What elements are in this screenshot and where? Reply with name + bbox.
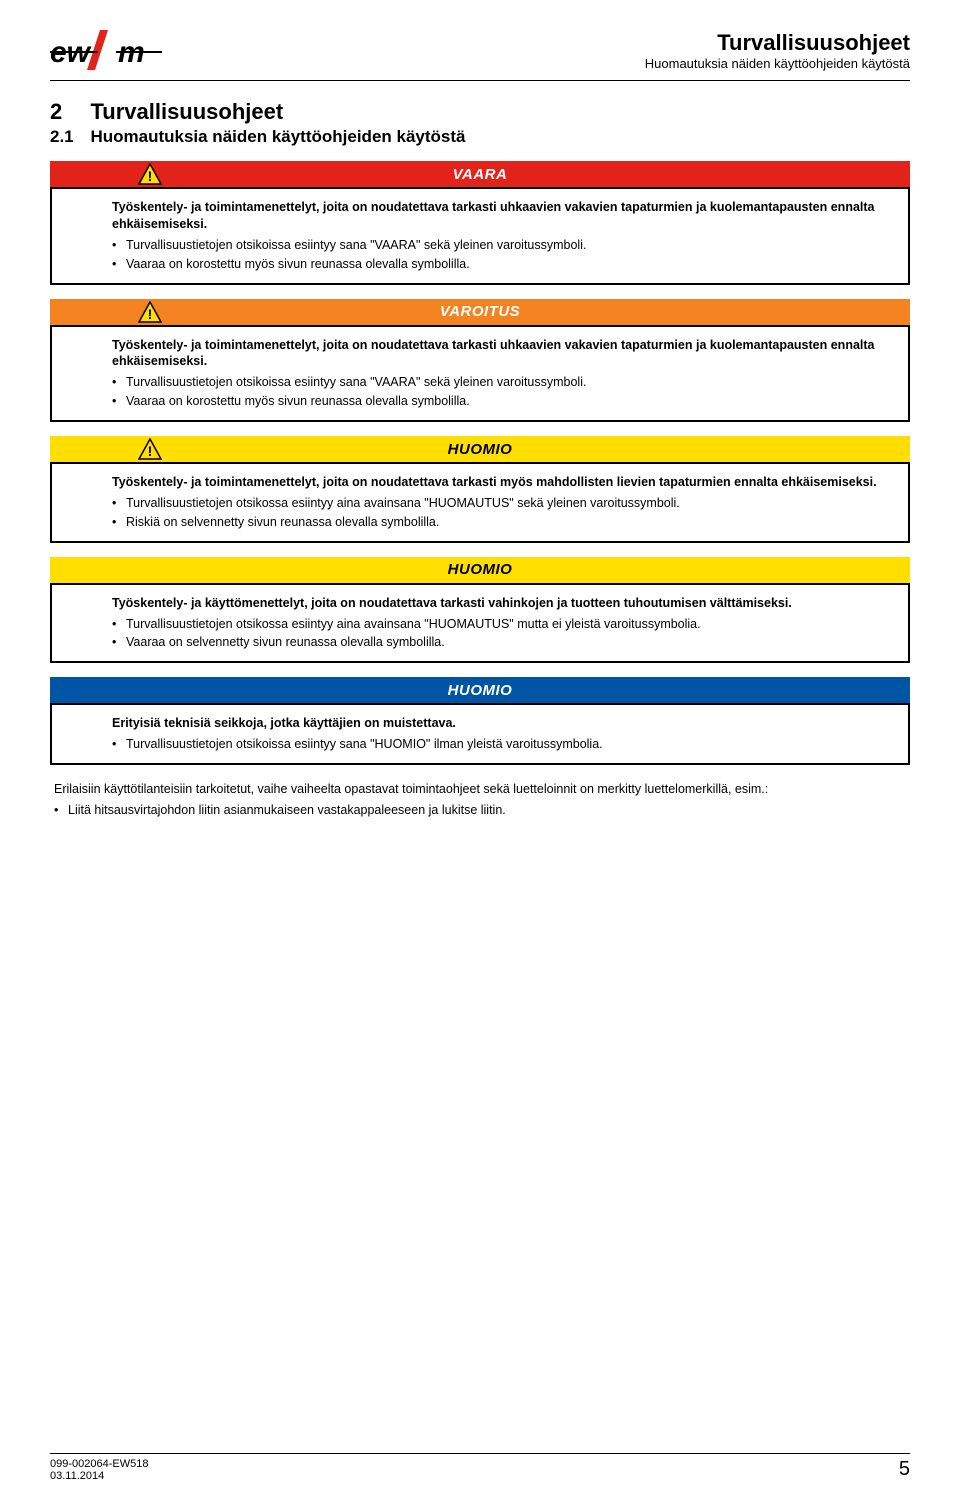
header-title: Turvallisuusohjeet	[645, 30, 910, 56]
warning-item: Vaaraa on korostettu myös sivun reunassa…	[112, 393, 894, 410]
caution-box: ! HUOMIO Työskentely- ja toimintamenette…	[50, 436, 910, 543]
notice-lead: Työskentely- ja käyttömenettelyt, joita …	[112, 595, 894, 612]
info-body: Erityisiä teknisiä seikkoja, jotka käytt…	[52, 705, 908, 763]
info-bar: HUOMIO	[50, 677, 910, 703]
svg-text:!: !	[148, 168, 153, 184]
danger-item: Vaaraa on korostettu myös sivun reunassa…	[112, 256, 894, 273]
info-label: HUOMIO	[448, 682, 513, 699]
caution-item: Riskiä on selvennetty sivun reunassa ole…	[112, 514, 894, 531]
notice-body: Työskentely- ja käyttömenettelyt, joita …	[52, 585, 908, 662]
svg-text:!: !	[148, 306, 153, 322]
danger-body: Työskentely- ja toimintamenettelyt, joit…	[52, 189, 908, 283]
caution-body: Työskentely- ja toimintamenettelyt, joit…	[52, 464, 908, 541]
section-number: 2	[50, 99, 86, 125]
svg-text:!: !	[148, 443, 153, 459]
notice-box: HUOMIO Työskentely- ja käyttömenettelyt,…	[50, 557, 910, 664]
body-text: Erilaisiin käyttötilanteisiin tarkoitetu…	[54, 781, 906, 798]
info-item: Turvallisuustietojen otsikoissa esiintyy…	[112, 736, 894, 753]
header-subtitle: Huomautuksia näiden käyttöohjeiden käytö…	[645, 56, 910, 71]
danger-lead: Työskentely- ja toimintamenettelyt, joit…	[112, 199, 894, 233]
body-paragraph: Erilaisiin käyttötilanteisiin tarkoitetu…	[50, 781, 910, 819]
info-lead: Erityisiä teknisiä seikkoja, jotka käytt…	[112, 715, 894, 732]
danger-item: Turvallisuustietojen otsikoissa esiintyy…	[112, 237, 894, 254]
info-box: HUOMIO Erityisiä teknisiä seikkoja, jotk…	[50, 677, 910, 765]
notice-item: Vaaraa on selvennetty sivun reunassa ole…	[112, 634, 894, 651]
warning-box: ! VAROITUS Työskentely- ja toimintamenet…	[50, 299, 910, 423]
danger-box: ! VAARA Työskentely- ja toimintamenettel…	[50, 161, 910, 285]
danger-bar: ! VAARA	[50, 161, 910, 187]
warning-triangle-icon: !	[138, 301, 162, 323]
caution-bar: ! HUOMIO	[50, 436, 910, 462]
warning-lead: Työskentely- ja toimintamenettelyt, joit…	[112, 337, 894, 371]
doc-number: 099-002064-EW518	[50, 1458, 148, 1470]
body-list-item: Liitä hitsausvirtajohdon liitin asianmuk…	[54, 802, 906, 819]
warning-item: Turvallisuustietojen otsikoissa esiintyy…	[112, 374, 894, 391]
section-title: Turvallisuusohjeet	[90, 99, 283, 124]
caution-lead: Työskentely- ja toimintamenettelyt, joit…	[112, 474, 894, 491]
header-right: Turvallisuusohjeet Huomautuksia näiden k…	[645, 30, 910, 71]
footer-left: 099-002064-EW518 03.11.2014	[50, 1458, 148, 1482]
notice-bar: HUOMIO	[50, 557, 910, 583]
page-footer: 099-002064-EW518 03.11.2014 5	[50, 1453, 910, 1482]
caution-label: HUOMIO	[448, 441, 513, 458]
subsection-heading: 2.1 Huomautuksia näiden käyttöohjeiden k…	[50, 127, 910, 147]
page-number: 5	[899, 1458, 910, 1482]
caution-item: Turvallisuustietojen otsikossa esiintyy …	[112, 495, 894, 512]
subsection-number: 2.1	[50, 127, 86, 147]
section-heading: 2 Turvallisuusohjeet	[50, 99, 910, 125]
notice-label: HUOMIO	[448, 561, 513, 578]
warning-body: Työskentely- ja toimintamenettelyt, joit…	[52, 327, 908, 421]
warning-triangle-icon: !	[138, 163, 162, 185]
danger-label: VAARA	[453, 166, 508, 183]
warning-label: VAROITUS	[440, 303, 520, 320]
subsection-title: Huomautuksia näiden käyttöohjeiden käytö…	[90, 127, 465, 146]
warning-bar: ! VAROITUS	[50, 299, 910, 325]
brand-logo: ew m	[50, 30, 190, 74]
doc-date: 03.11.2014	[50, 1470, 148, 1482]
page-header: ew m Turvallisuusohjeet Huomautuksia näi…	[50, 30, 910, 81]
notice-item: Turvallisuustietojen otsikossa esiintyy …	[112, 616, 894, 633]
warning-triangle-icon: !	[138, 438, 162, 460]
